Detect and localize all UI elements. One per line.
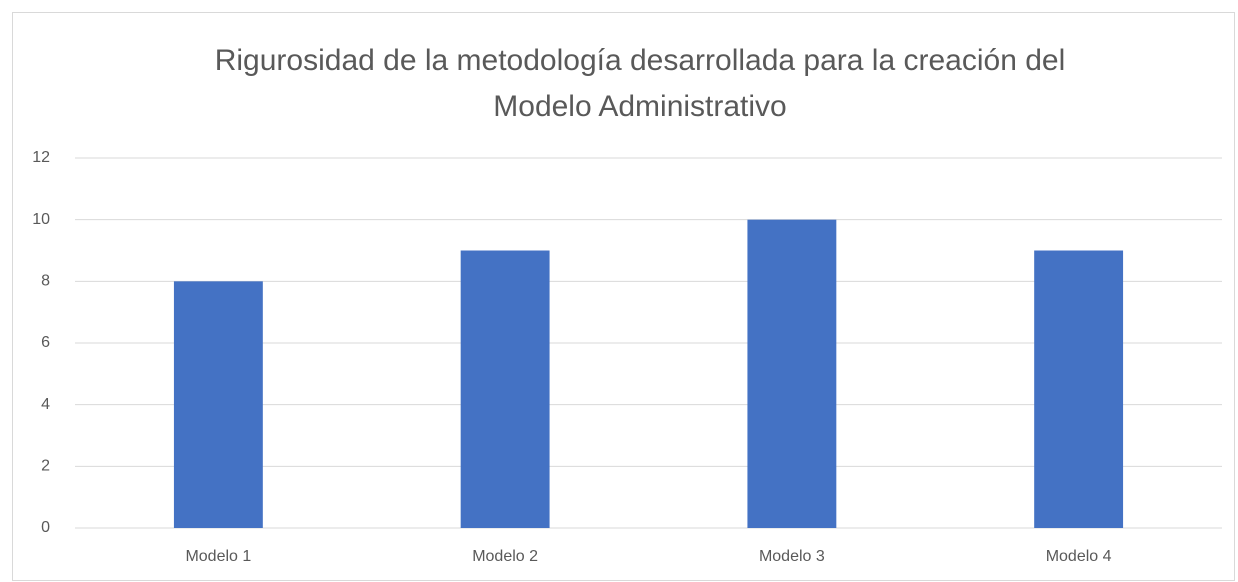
- x-tick-label: Modelo 2: [472, 548, 538, 565]
- bar: [460, 250, 550, 528]
- bar: [747, 219, 837, 528]
- y-tick-label: 2: [41, 458, 50, 475]
- y-tick-label: 4: [41, 396, 50, 413]
- x-tick-label: Modelo 3: [759, 548, 825, 565]
- y-tick-label: 0: [41, 519, 50, 536]
- y-tick-label: 6: [41, 334, 50, 351]
- bar: [1034, 250, 1124, 528]
- y-tick-label: 12: [32, 149, 50, 166]
- chart-title: Rigurosidad de la metodología desarrolla…: [215, 44, 1066, 77]
- x-tick-label: Modelo 1: [185, 548, 251, 565]
- y-tick-label: 8: [41, 273, 50, 290]
- chart-title: Modelo Administrativo: [493, 90, 786, 123]
- y-tick-label: 10: [32, 211, 50, 228]
- x-tick-label: Modelo 4: [1046, 548, 1112, 565]
- bar: [173, 281, 263, 528]
